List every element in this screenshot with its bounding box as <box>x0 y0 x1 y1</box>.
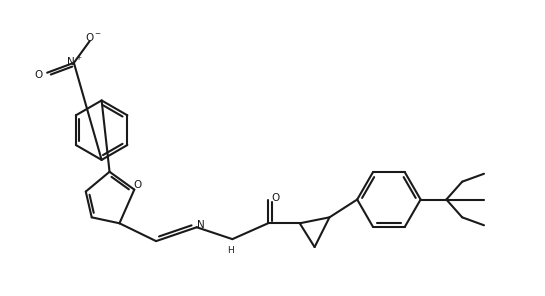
Text: N: N <box>197 220 204 230</box>
Text: O: O <box>272 192 280 202</box>
Text: O: O <box>34 70 43 80</box>
Text: N$^+$: N$^+$ <box>65 55 82 68</box>
Text: O$^-$: O$^-$ <box>85 31 102 43</box>
Text: O: O <box>133 180 141 190</box>
Text: H: H <box>227 246 234 255</box>
